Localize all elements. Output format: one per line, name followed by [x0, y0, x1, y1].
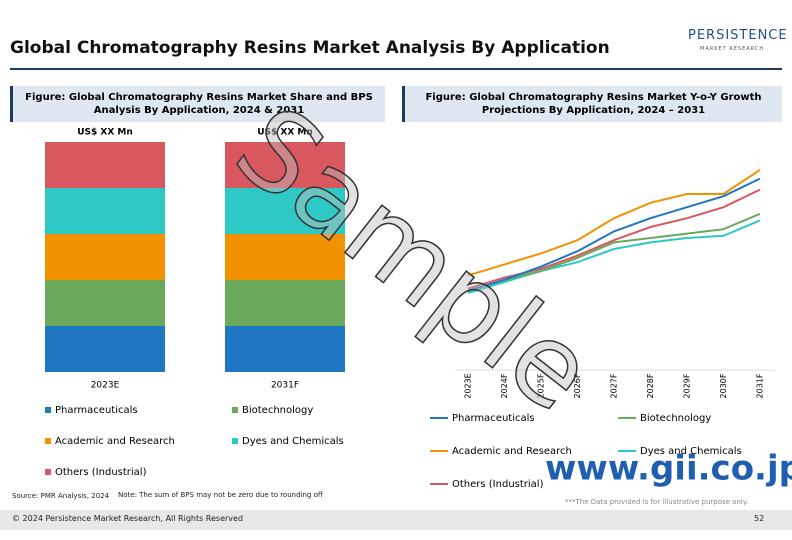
legend-label: Others (Industrial) [55, 467, 147, 478]
line [467, 212, 761, 292]
legend-marker [232, 438, 238, 444]
copyright: © 2024 Persistence Market Research, All … [12, 514, 244, 523]
note: Note: The sum of BPS may not be zero due… [118, 491, 323, 499]
legend-marker [45, 438, 51, 444]
legend-label: Academic and Research [452, 446, 572, 457]
bar-segment [45, 142, 165, 188]
legend-label: Pharmaceuticals [55, 405, 138, 416]
x-tick-label: 2031F [756, 373, 765, 398]
bar-segment [225, 142, 345, 188]
x-tick-label: 2023E [464, 373, 473, 398]
bar-label: US$ XX Mn [77, 128, 133, 138]
bar-segment [45, 234, 165, 280]
legend-label: Academic and Research [55, 436, 175, 447]
line [467, 177, 761, 292]
legend-label: Others (Industrial) [452, 479, 544, 490]
bar-segment [225, 234, 345, 280]
legend-label: Dyes and Chemicals [242, 436, 344, 447]
chart-title: Figure: Global Chromatography Resins Mar… [10, 86, 385, 122]
legend-marker [45, 407, 51, 413]
logo-sub: MARKET RESEARCH [700, 46, 765, 52]
rule [10, 68, 782, 70]
source: Source: PMR Analysis, 2024 [12, 492, 110, 500]
bar-segment [225, 188, 345, 234]
legend-marker [45, 469, 51, 475]
legend-label: Biotechnology [242, 405, 313, 416]
line [467, 219, 761, 294]
line [467, 168, 761, 277]
legend-label: Dyes and Chemicals [640, 446, 742, 457]
legend-label: Pharmaceuticals [452, 413, 535, 424]
x-tick-label: 2024F [500, 373, 509, 398]
x-tick-label: 2031F [271, 381, 299, 391]
logo: PERSISTENCE [688, 28, 788, 43]
bar-segment [225, 280, 345, 326]
site: www.gii.co.jp [545, 449, 792, 489]
bar-segment [45, 188, 165, 234]
legend-marker [232, 407, 238, 413]
x-tick-label: 2028F [646, 373, 655, 398]
x-tick-label: 2030F [719, 373, 728, 398]
x-tick-label: 2025F [537, 373, 546, 398]
bar-segment [45, 326, 165, 372]
bar-label: US$ XX Mn [257, 128, 313, 138]
x-tick-label: 2029F [683, 373, 692, 398]
x-tick-label: 2026F [573, 373, 582, 398]
page-title: Global Chromatography Resins Market Anal… [10, 38, 610, 58]
page-number: 52 [754, 514, 765, 523]
bar-segment [45, 280, 165, 326]
disclaimer: ***The Data provided is for illustrative… [565, 498, 749, 506]
chart-title: Figure: Global Chromatography Resins Mar… [402, 86, 782, 122]
bar-segment [225, 326, 345, 372]
legend-label: Biotechnology [640, 413, 711, 424]
footer-bar [0, 510, 792, 530]
x-tick-label: 2023E [91, 381, 120, 391]
x-tick-label: 2027F [610, 373, 619, 398]
